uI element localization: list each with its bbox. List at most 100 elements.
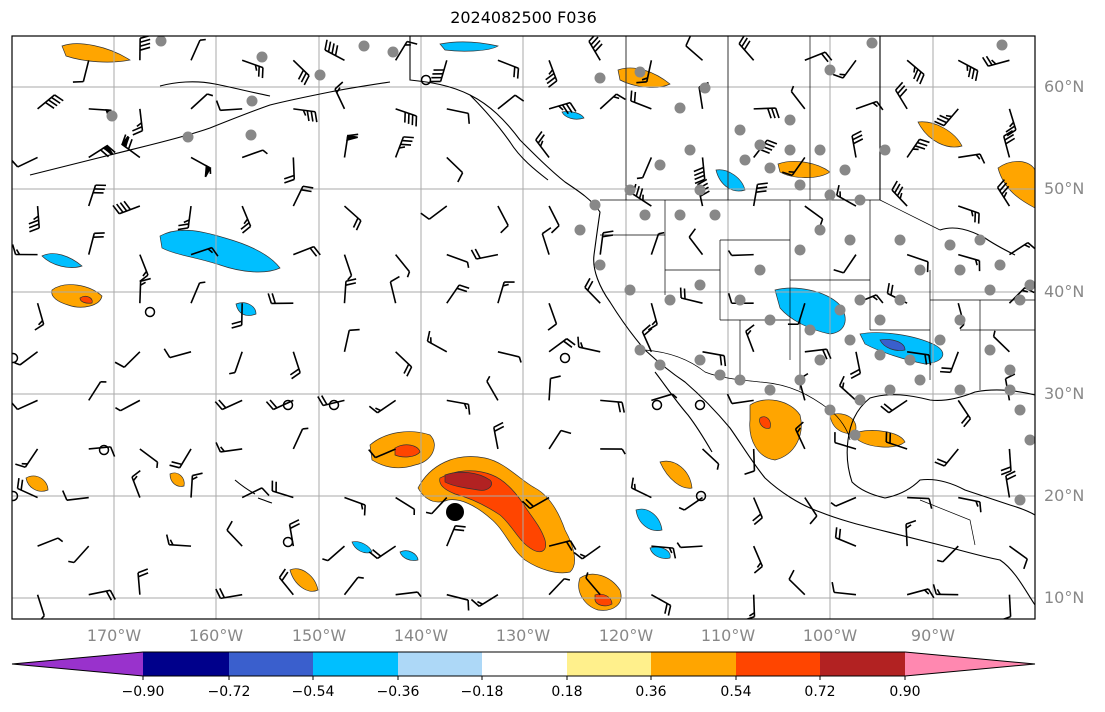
wind-barb xyxy=(790,85,806,110)
wind-barb xyxy=(240,205,252,234)
wind-barb xyxy=(1002,130,1016,158)
station-dot xyxy=(814,224,826,236)
station-dot xyxy=(245,129,257,141)
colorbar-tick-label: −0.18 xyxy=(460,684,504,700)
calm-circle xyxy=(559,352,571,364)
wind-barb xyxy=(585,572,601,596)
wind-barb xyxy=(651,545,677,559)
station-dot xyxy=(714,369,726,381)
station-dot xyxy=(854,394,866,406)
station-dot xyxy=(764,162,776,174)
station-dot xyxy=(954,264,966,276)
wind-barb xyxy=(322,545,346,562)
station-dot xyxy=(634,66,646,78)
wind-barb xyxy=(535,131,550,158)
station-dot xyxy=(884,384,896,396)
lon-label-150w: 150°W xyxy=(291,626,347,645)
station-dot xyxy=(634,344,646,356)
wind-barb xyxy=(651,393,678,402)
wind-barb xyxy=(804,51,833,63)
colorbar-bin xyxy=(567,652,651,676)
station-dot xyxy=(824,189,836,201)
station-dot xyxy=(784,144,796,156)
station-dot xyxy=(246,95,258,107)
wind-barb xyxy=(88,144,116,159)
station-dot xyxy=(854,194,866,206)
station-dot xyxy=(358,40,370,52)
wind-barb xyxy=(278,568,294,596)
wind-barb xyxy=(541,227,552,255)
station-dot xyxy=(894,294,906,306)
wind-barb xyxy=(12,244,38,256)
wind-barb xyxy=(177,205,192,231)
station-dot xyxy=(844,334,856,346)
station-dot xyxy=(654,359,666,371)
station-dot xyxy=(594,72,606,84)
station-dot xyxy=(256,51,268,63)
wind-barb xyxy=(446,284,470,304)
station-dot xyxy=(589,199,601,211)
wind-barb xyxy=(600,399,626,413)
wind-barb xyxy=(15,448,39,469)
wind-barb xyxy=(446,253,470,268)
wind-barb xyxy=(936,545,959,563)
wind-barb xyxy=(630,90,652,110)
calm-circle xyxy=(695,490,707,502)
wind-barb xyxy=(368,399,397,414)
wind-barb xyxy=(343,328,360,352)
wind-barb xyxy=(1008,545,1029,570)
colorbar-bin xyxy=(143,652,229,676)
station-dot xyxy=(794,244,806,256)
wind-barb xyxy=(324,39,345,61)
wind-barb xyxy=(831,581,857,596)
wind-barb xyxy=(906,138,930,158)
station-dot xyxy=(1014,294,1026,306)
aleutian-islands xyxy=(29,81,391,176)
wind-barb xyxy=(599,93,626,110)
wind-barb xyxy=(934,108,959,127)
wind-barb xyxy=(343,205,362,231)
wind-barb xyxy=(343,576,364,596)
wind-barb xyxy=(548,338,576,353)
wind-barb xyxy=(446,525,466,547)
station-dot xyxy=(824,404,836,416)
station-dot xyxy=(764,314,776,326)
colorbar-bin xyxy=(482,652,567,676)
colorbar-bin xyxy=(736,652,820,676)
wind-barb xyxy=(215,100,243,112)
lon-label-160w: 160°W xyxy=(188,626,244,645)
wind-barb xyxy=(215,442,243,453)
colorbar-bin xyxy=(313,652,398,676)
wind-barb xyxy=(88,381,107,401)
wind-barb xyxy=(905,519,917,547)
wind-barb xyxy=(190,93,214,110)
station-dot xyxy=(1024,279,1035,291)
colorbar-tick-label: −0.72 xyxy=(207,684,251,700)
wind-barb xyxy=(727,250,754,257)
wind-barb xyxy=(486,375,499,401)
station-dot xyxy=(754,139,766,151)
wind-barb xyxy=(214,399,243,411)
wind-barb xyxy=(16,477,38,499)
wind-barb xyxy=(907,496,933,509)
wind-barb xyxy=(630,477,652,499)
colorbar-extend-low xyxy=(12,652,143,676)
wind-barb xyxy=(420,205,448,220)
station-dot xyxy=(844,234,856,246)
wind-barb xyxy=(726,393,754,405)
wind-barb xyxy=(600,448,626,455)
wind-barb xyxy=(745,594,756,619)
wind-barb xyxy=(215,587,243,600)
lat-label-20n: 20°N xyxy=(1044,486,1085,505)
wind-barb xyxy=(752,545,764,574)
wind-barb xyxy=(521,496,550,510)
wind-barb xyxy=(28,205,41,233)
wind-barb xyxy=(317,395,345,407)
colorbar-tick-label: −0.90 xyxy=(121,684,165,700)
station-dot xyxy=(674,102,686,114)
station-dot xyxy=(874,314,886,326)
calm-circle xyxy=(328,399,340,411)
wind-barb xyxy=(830,496,857,507)
calm-circle xyxy=(144,306,156,318)
